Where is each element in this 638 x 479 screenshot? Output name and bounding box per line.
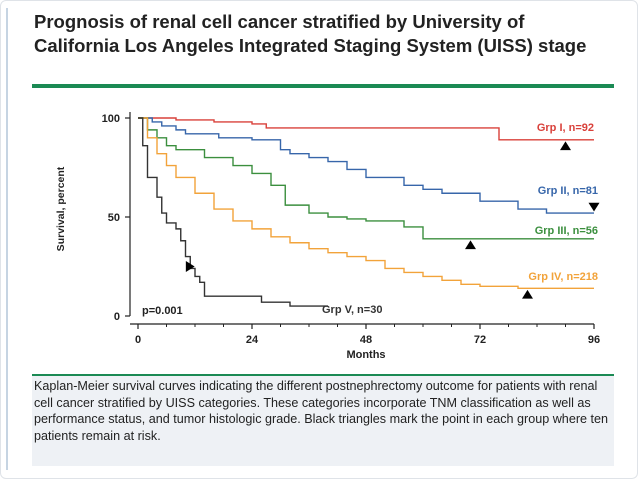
page-title: Prognosis of renal cell cancer stratifie… <box>34 11 587 56</box>
survival-curve-4 <box>138 117 594 289</box>
x-tick-label: 72 <box>474 334 486 346</box>
at-risk-marker-5 <box>185 261 195 272</box>
at-risk-marker-3 <box>465 240 476 250</box>
x-tick-label: 0 <box>135 334 141 346</box>
series-labels: p=0.001 Grp I, n=92 Grp II, n=81 Grp III, n… <box>142 122 598 317</box>
at-risk-marker-1 <box>560 141 571 151</box>
chart-axes: 0 50 100 0 24 48 72 96 Months Survival, percent <box>55 112 600 361</box>
at-risk-marker-2 <box>588 202 600 212</box>
left-border-rule <box>6 8 8 470</box>
caption-box: Kaplan-Meier survival curves indicating … <box>32 374 614 466</box>
series-label-3: Grp III, n=56 <box>535 225 598 237</box>
caption-divider <box>32 374 614 376</box>
survival-chart: 0 50 100 0 24 48 72 96 Months Survival, percent p… <box>55 112 600 361</box>
chart-area: 0 50 100 0 24 48 72 96 Months Survival, percent p… <box>32 94 614 366</box>
y-axis-label: Survival, percent <box>55 166 67 251</box>
y-tick-label: 0 <box>114 311 120 323</box>
x-tick-label: 96 <box>588 334 600 346</box>
p-value-annotation: p=0.001 <box>142 305 183 317</box>
figure-caption: Kaplan-Meier survival curves indicating … <box>34 379 609 443</box>
title-divider <box>32 84 614 88</box>
series-label-5: Grp V, n=30 <box>322 304 382 316</box>
at-risk-markers <box>185 141 600 299</box>
series-label-1: Grp I, n=92 <box>537 122 594 134</box>
y-tick-label: 100 <box>102 113 120 125</box>
survival-curve-1 <box>138 117 594 141</box>
series-label-2: Grp II, n=81 <box>538 185 598 197</box>
series-label-4: Grp IV, n=218 <box>528 271 598 283</box>
y-tick-label: 50 <box>108 212 120 224</box>
x-tick-label: 48 <box>360 334 372 346</box>
survival-curve-2 <box>138 117 594 214</box>
survival-curve-3 <box>138 117 594 240</box>
x-tick-label: 24 <box>246 334 259 346</box>
survival-curve-5 <box>138 117 328 307</box>
survival-curves <box>138 117 594 307</box>
at-risk-marker-4 <box>522 289 533 299</box>
x-axis-label: Months <box>346 349 385 361</box>
